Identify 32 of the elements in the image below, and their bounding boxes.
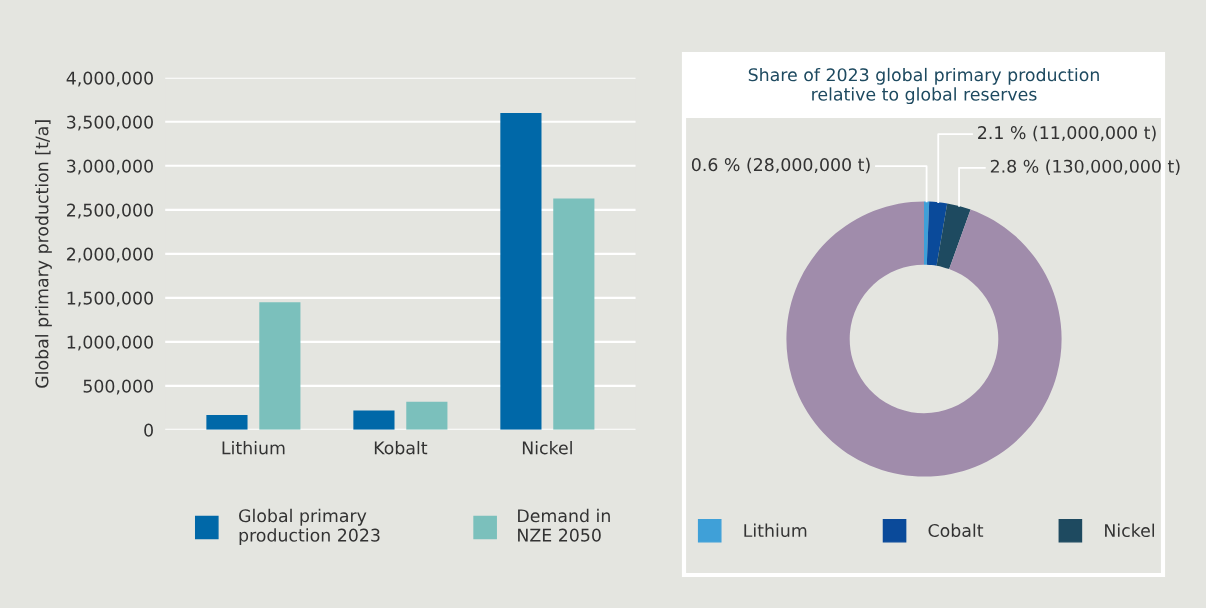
donut-slice xyxy=(926,201,948,266)
y-tick-label: 1,500,000 xyxy=(67,291,153,307)
bar xyxy=(353,410,395,430)
bar xyxy=(406,401,448,430)
donut-slice xyxy=(936,203,971,270)
legend-label: Nickel xyxy=(1105,523,1155,538)
chart-title: Share of 2023 global primary production relative to global reserves xyxy=(748,67,1099,105)
y-tick-label: 2,500,000 xyxy=(67,203,153,219)
y-tick-label: 3,500,000 xyxy=(67,115,153,131)
legend-label: Global primary production 2023 xyxy=(239,508,380,546)
y-tick-label: 0 xyxy=(144,423,153,437)
y-tick-label: 500,000 xyxy=(83,379,153,395)
data-label: 2.1 % (11,000,000 t) xyxy=(978,125,1156,142)
donut-slice xyxy=(786,201,1062,477)
data-label: 0.6 % (28,000,000 t) xyxy=(691,157,870,174)
y-tick-label: 4,000,000 xyxy=(66,71,153,87)
y-tick-label: 3,000,000 xyxy=(67,159,153,175)
y-tick-label: 2,000,000 xyxy=(67,247,153,263)
legend-label: Cobalt xyxy=(928,523,984,538)
x-tick-label: Nickel xyxy=(522,440,572,455)
y-axis-title: Global primary production [t/a] xyxy=(35,120,52,388)
x-tick-label: Lithium xyxy=(222,440,285,455)
y-tick-label: 1,000,000 xyxy=(67,335,153,351)
legend-label: Lithium xyxy=(744,523,807,538)
x-tick-label: Kobalt xyxy=(374,440,428,455)
legend-label: Demand in NZE 2050 xyxy=(518,508,610,542)
bar xyxy=(553,198,595,430)
bar xyxy=(206,414,248,430)
data-label: 2.8 % (130,000,000 t) xyxy=(990,159,1180,175)
donut-slice xyxy=(924,201,930,265)
bar xyxy=(259,302,301,430)
bar xyxy=(500,113,542,430)
